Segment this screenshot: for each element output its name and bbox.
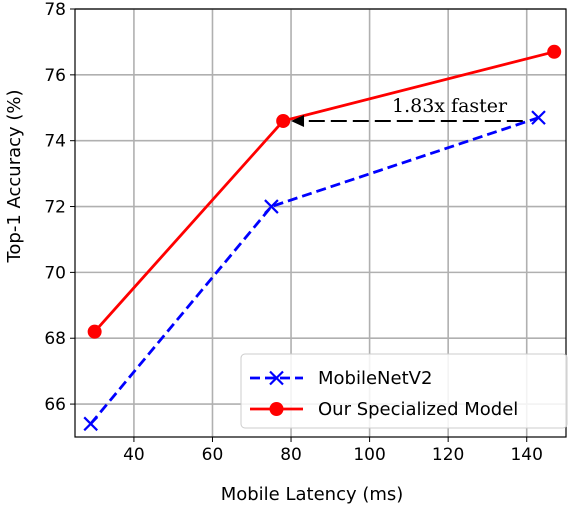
series-1-point — [276, 113, 291, 128]
y-tick-label: 78 — [44, 0, 66, 20]
legend-marker-0 — [269, 370, 284, 386]
annotation-text: 1.83x faster — [392, 95, 508, 117]
x-axis-label: Mobile Latency (ms) — [221, 484, 404, 505]
series-line-1 — [93, 50, 555, 333]
y-tick-label: 76 — [44, 66, 66, 86]
y-tick-label: 74 — [44, 132, 66, 152]
series-layer — [83, 44, 562, 432]
plot-frame — [74, 8, 567, 438]
x-tick-label: 60 — [202, 445, 224, 465]
x-tick-label: 100 — [353, 445, 385, 465]
annotation-arrow-head — [291, 114, 305, 127]
legend-marker-1 — [269, 402, 284, 416]
x-tick-label: 120 — [432, 445, 464, 465]
y-tick-label: 68 — [44, 329, 66, 349]
legend-label-1: Our Specialized Model — [318, 399, 518, 420]
annotation-layer: 1.83x faster — [291, 95, 523, 127]
legend: MobileNetV2 Our Specialized Model — [240, 353, 568, 429]
axis-ticks: 40 60 80 100 120 140 66 68 70 72 74 76 78 — [44, 0, 543, 465]
x-tick-label: 140 — [510, 445, 542, 465]
series-1-point — [87, 324, 102, 339]
series-line-0 — [89, 116, 539, 425]
legend-label-0: MobileNetV2 — [318, 368, 432, 389]
y-axis-label: Top-1 Accuracy (%) — [4, 89, 25, 263]
x-tick-label: 40 — [123, 445, 145, 465]
y-tick-label: 66 — [44, 395, 66, 415]
series-1-point — [547, 44, 562, 59]
x-tick-label: 80 — [280, 445, 302, 465]
series-0-point — [264, 199, 279, 214]
legend-box — [240, 353, 568, 429]
y-tick-label: 72 — [44, 198, 66, 218]
y-tick-label: 70 — [44, 263, 66, 283]
series-0-point — [83, 416, 98, 432]
series-0-point — [531, 110, 546, 125]
